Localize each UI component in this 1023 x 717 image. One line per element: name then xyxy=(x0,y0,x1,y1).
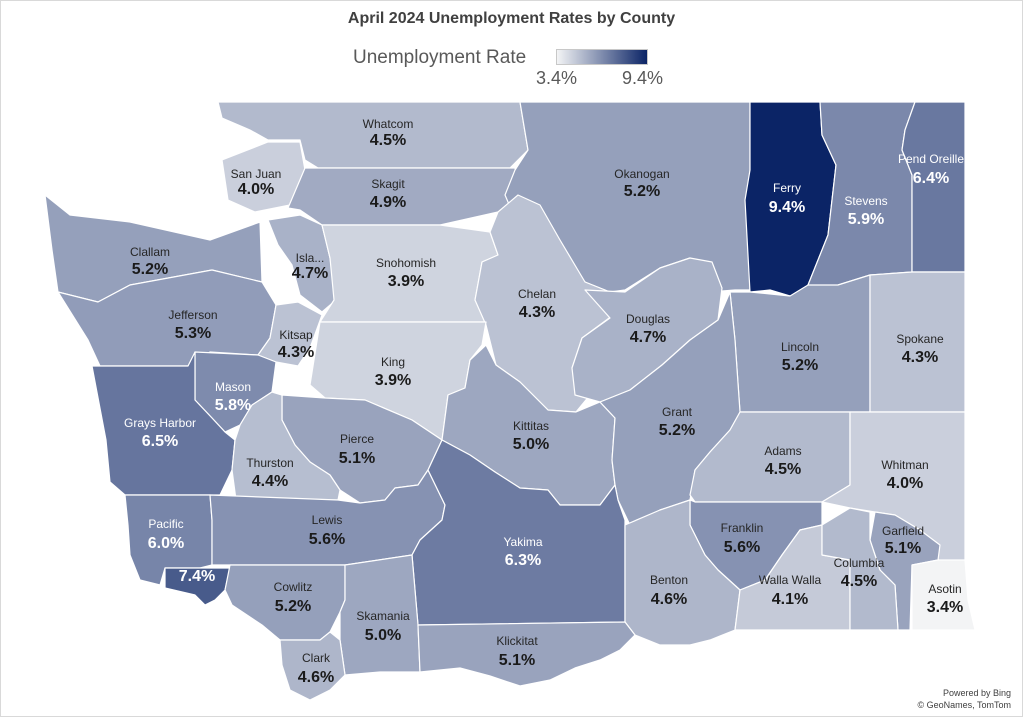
county-name-franklin: Franklin xyxy=(721,521,764,535)
county-name-benton: Benton xyxy=(650,573,688,587)
county-value-lincoln: 5.2% xyxy=(782,357,818,374)
county-value-chelan: 4.3% xyxy=(519,304,555,321)
county-okanogan[interactable] xyxy=(504,101,751,293)
county-name-kitsap: Kitsap xyxy=(279,328,313,342)
county-value-pierce: 5.1% xyxy=(339,450,375,467)
county-value-snohomish: 3.9% xyxy=(388,273,424,290)
county-name-chelan: Chelan xyxy=(518,287,556,301)
county-value-walla-walla: 4.1% xyxy=(772,591,808,608)
county-skamania[interactable] xyxy=(339,554,421,676)
county-yakima[interactable] xyxy=(411,439,626,626)
county-value-stevens: 5.9% xyxy=(848,211,884,228)
county-shapes xyxy=(44,101,976,701)
county-name-stevens: Stevens xyxy=(844,194,887,208)
county-value-san-juan: 4.0% xyxy=(238,181,274,198)
county-name-grays-harbor: Grays Harbor xyxy=(124,416,196,430)
county-name-whitman: Whitman xyxy=(881,458,928,472)
county-name-snohomish: Snohomish xyxy=(376,256,436,270)
county-value-kitsap: 4.3% xyxy=(278,344,314,361)
county-clark[interactable] xyxy=(279,631,346,701)
county-name-adams: Adams xyxy=(764,444,801,458)
county-value-pend-oreille: 6.4% xyxy=(913,170,949,187)
legend-title: Unemployment Rate xyxy=(353,47,527,68)
county-name-jefferson: Jefferson xyxy=(168,308,217,322)
county-value-okanogan: 5.2% xyxy=(624,183,660,200)
attribution-powered-by: Powered by Bing xyxy=(942,688,1011,698)
attribution-sources: © GeoNames, TomTom xyxy=(917,700,1012,710)
county-name-ferry: Ferry xyxy=(773,181,801,195)
county-value-whatcom: 4.5% xyxy=(370,132,406,149)
county-value-asotin: 3.4% xyxy=(927,599,963,616)
county-value-mason: 5.8% xyxy=(215,397,251,414)
county-name-san-juan: San Juan xyxy=(231,167,282,181)
county-name-asotin: Asotin xyxy=(928,582,961,596)
county-value-whitman: 4.0% xyxy=(887,475,923,492)
county-name-pend-oreille: Pend Oreille xyxy=(898,152,964,166)
county-name-thurston: Thurston xyxy=(246,456,293,470)
county-value-grant: 5.2% xyxy=(659,422,695,439)
legend-min-label: 3.4% xyxy=(536,68,578,88)
county-value-wahkiakum: 7.4% xyxy=(179,568,215,585)
county-name-columbia: Columbia xyxy=(834,556,885,570)
county-value-island: 4.7% xyxy=(292,265,328,282)
county-name-walla-walla: Walla Walla xyxy=(759,573,822,587)
county-value-kittitas: 5.0% xyxy=(513,436,549,453)
county-value-grays-harbor: 6.5% xyxy=(142,433,178,450)
county-value-klickitat: 5.1% xyxy=(499,652,535,669)
county-value-clark: 4.6% xyxy=(298,669,334,686)
county-name-whatcom: Whatcom xyxy=(363,117,414,131)
county-name-skamania: Skamania xyxy=(356,609,410,623)
county-value-skamania: 5.0% xyxy=(365,627,401,644)
legend-max-label: 9.4% xyxy=(622,68,664,88)
county-klickitat[interactable] xyxy=(417,621,636,687)
county-name-clark: Clark xyxy=(302,651,331,665)
county-value-garfield: 5.1% xyxy=(885,540,921,557)
county-thurston[interactable] xyxy=(231,391,341,501)
legend-gradient-bar xyxy=(556,49,648,65)
county-value-thurston: 4.4% xyxy=(252,473,288,490)
county-name-garfield: Garfield xyxy=(882,524,924,538)
county-value-adams: 4.5% xyxy=(765,461,801,478)
county-name-kittitas: Kittitas xyxy=(513,419,549,433)
county-kitsap[interactable] xyxy=(257,301,323,367)
county-asotin[interactable] xyxy=(911,559,976,631)
county-value-king: 3.9% xyxy=(375,372,411,389)
county-value-spokane: 4.3% xyxy=(902,349,938,366)
county-value-columbia: 4.5% xyxy=(841,573,877,590)
county-value-skagit: 4.9% xyxy=(370,194,406,211)
county-name-pacific: Pacific xyxy=(148,517,183,531)
county-value-pacific: 6.0% xyxy=(148,535,184,552)
county-name-clallam: Clallam xyxy=(130,245,170,259)
county-name-okanogan: Okanogan xyxy=(614,167,669,181)
county-name-douglas: Douglas xyxy=(626,312,670,326)
county-value-lewis: 5.6% xyxy=(309,531,345,548)
county-spokane[interactable] xyxy=(869,271,966,413)
county-name-grant: Grant xyxy=(662,405,693,419)
county-value-cowlitz: 5.2% xyxy=(275,598,311,615)
county-name-island: Isla... xyxy=(296,251,325,265)
county-name-cowlitz: Cowlitz xyxy=(274,580,313,594)
county-island[interactable] xyxy=(267,214,337,313)
county-name-lincoln: Lincoln xyxy=(781,340,819,354)
county-columbia[interactable] xyxy=(821,507,899,631)
county-value-yakima: 6.3% xyxy=(505,552,541,569)
county-value-douglas: 4.7% xyxy=(630,329,666,346)
map-title: April 2024 Unemployment Rates by County xyxy=(347,10,676,27)
county-name-klickitat: Klickitat xyxy=(496,634,538,648)
county-value-benton: 4.6% xyxy=(651,591,687,608)
county-name-spokane: Spokane xyxy=(896,332,944,346)
county-value-franklin: 5.6% xyxy=(724,539,760,556)
county-name-mason: Mason xyxy=(215,380,251,394)
county-name-lewis: Lewis xyxy=(312,513,343,527)
county-name-king: King xyxy=(381,355,405,369)
county-name-yakima: Yakima xyxy=(503,535,542,549)
county-name-skagit: Skagit xyxy=(371,177,405,191)
county-value-clallam: 5.2% xyxy=(132,261,168,278)
county-pend-oreille[interactable] xyxy=(901,101,966,273)
county-value-jefferson: 5.3% xyxy=(175,325,211,342)
county-name-pierce: Pierce xyxy=(340,432,374,446)
county-value-ferry: 9.4% xyxy=(769,199,805,216)
